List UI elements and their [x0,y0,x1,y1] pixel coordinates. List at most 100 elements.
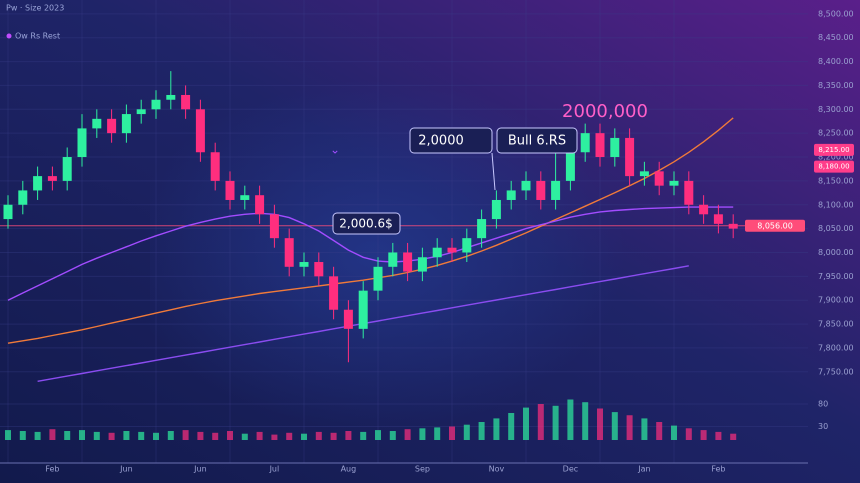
candle-body [403,252,413,272]
volume-bar [419,428,426,440]
pointer [491,152,496,191]
candle-body [447,247,457,253]
volume-bar [241,433,248,440]
candle-body [77,128,87,158]
candle-body [136,109,146,115]
volume-bar [286,432,293,440]
y-tick-label: 8,150.00 [818,176,854,185]
candle-body [343,309,353,329]
volume-bar [715,431,722,440]
candle-body [432,247,442,258]
volume-bar [685,428,692,440]
moving-average [7,206,734,301]
x-tick-label: Dec [563,465,578,474]
candle-body [491,199,501,220]
candle-body [314,262,324,277]
candle-body [225,180,235,200]
candle-body [62,157,72,181]
y-tick-label: 8,000.00 [818,248,854,257]
annotation: 2000,000 [562,101,648,122]
y-tick-label: 8,400.00 [818,57,854,66]
candle-body [417,257,427,272]
volume-bar [360,431,367,440]
candle-body [506,190,516,200]
volume-bar [93,431,100,440]
candle-body [388,252,398,267]
y-tick-label: 8,200.00 [818,153,854,162]
volume-bar [463,424,470,440]
candle-body [610,137,620,158]
y-tick-label: 8,500.00 [818,9,854,18]
annotation: Bull 6.RS [508,134,566,149]
volume-bar [641,418,648,440]
candle-body [284,238,294,267]
candle-body [210,152,220,181]
chart-title: Pw · Size 2023 [6,4,64,13]
candle-body [536,180,546,200]
annotation: 2,000.6$ [339,217,392,231]
volume-tick-label: 80 [818,400,828,409]
candle-body [728,223,738,229]
annotation-box [496,127,578,154]
annotation-box [332,212,401,235]
x-tick-label: Nov [489,465,505,474]
volume-bar [49,429,56,440]
x-tick-label: Aug [341,465,357,474]
volume-bar [375,430,381,440]
legend-dot [6,33,12,39]
annotation: 2,0000 [418,134,464,149]
candle-body [565,152,575,181]
volume-bar [567,399,574,440]
volume-bar [212,432,219,440]
volume-tick-label: 30 [818,422,828,431]
y-tick-label: 8,050.00 [818,224,854,233]
candle-body [477,219,487,239]
volume-bar [449,426,455,440]
y-tick-label: 7,900.00 [818,296,854,305]
candle-body [521,180,531,191]
volume-bar [5,430,11,440]
volume-bar [582,402,589,440]
volume-bar [167,431,174,440]
volume-bar [700,430,707,440]
price-tag-label: 8,215.00 [818,146,849,154]
candle-body [699,204,709,215]
candle-body [47,176,57,181]
volume-bar [345,431,352,440]
volume-bar [552,405,559,440]
x-tick-label: Jul [269,465,280,474]
subtitle: Ow Rs Rest [15,32,60,41]
x-tick-label: Feb [711,465,725,474]
y-tick-label: 7,800.00 [818,343,854,352]
price-tag-label: 8,180.00 [818,163,849,171]
candle-body [654,171,664,186]
volume-bar [626,415,633,440]
y-tick-label: 7,750.00 [818,367,854,376]
volume-bar [493,418,500,440]
volume-bar [197,431,204,440]
arrow: ⌄ [330,143,340,157]
candle-body [151,99,161,110]
candle-body [195,109,205,153]
volume-bar [34,431,41,440]
volume-bar [434,427,441,440]
candle-body [684,180,694,205]
candle-body [166,94,176,100]
candle-body [240,195,250,200]
price-tag [814,143,854,156]
candle-body [580,133,590,153]
candle-body [121,114,131,134]
volume-bar [153,432,159,440]
candle-body [713,214,723,224]
annotation-box [409,127,493,154]
candle-body [625,137,635,177]
volume-bar [301,433,307,440]
volume-bar [523,407,529,440]
volume-bar [271,434,278,440]
x-tick-label: Sep [415,465,430,474]
volume-bar [611,412,618,440]
volume-bar [330,432,337,440]
volume-bar [671,425,677,440]
